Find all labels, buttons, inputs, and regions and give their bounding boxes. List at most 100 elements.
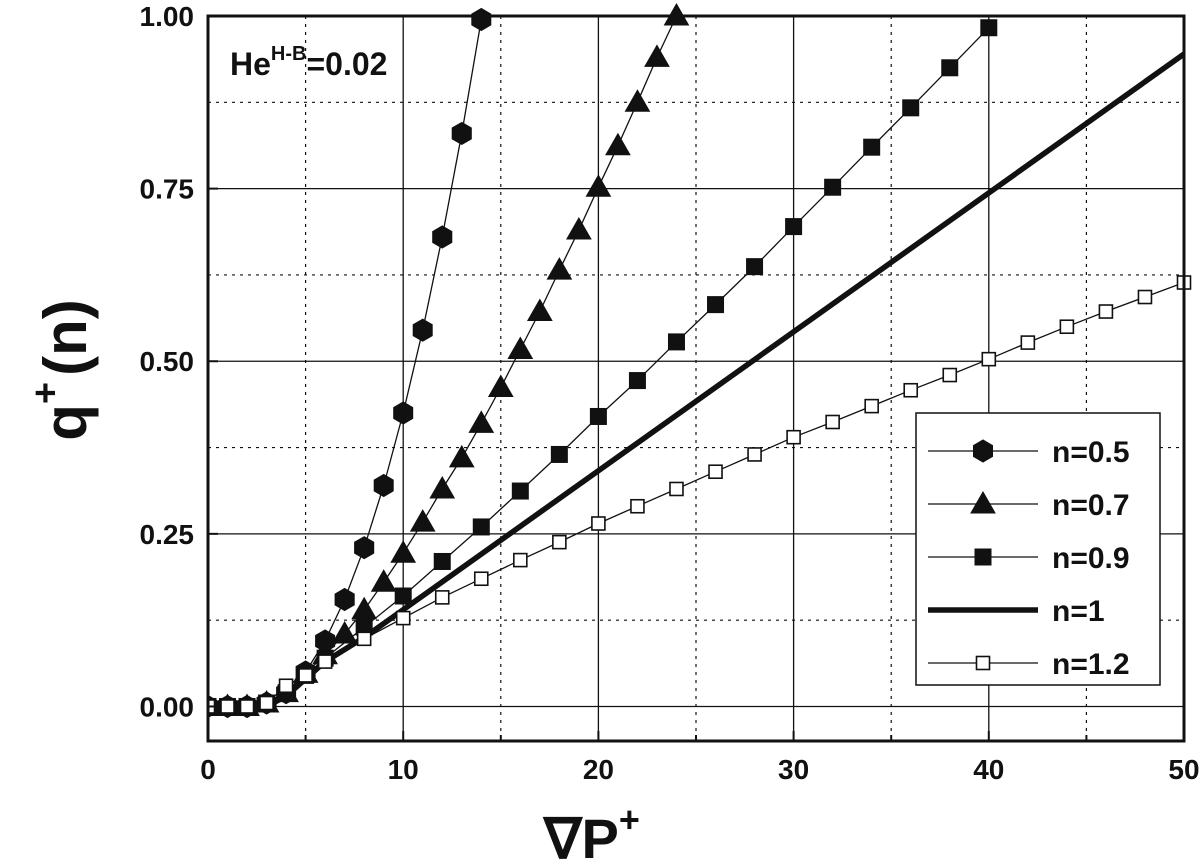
data-point-n-1-2	[864, 398, 879, 414]
data-point-n-0-9	[394, 587, 412, 605]
y-axis-title-base: q	[32, 404, 99, 441]
data-point-n-0-9	[785, 218, 803, 236]
data-point-n-0-5	[451, 121, 472, 145]
x-tick-label: 30	[778, 754, 809, 785]
data-point-n-0-7	[390, 540, 417, 563]
data-point-n-0-5	[471, 7, 492, 32]
data-point-n-1-2	[669, 481, 684, 497]
data-point-n-1-2	[220, 699, 235, 714]
data-point-n-0-7	[566, 217, 592, 240]
data-point-n-0-9	[707, 296, 725, 314]
legend-marker-n-1-2	[975, 655, 991, 671]
data-point-n-0-5	[354, 536, 375, 560]
data-point-n-0-7	[487, 374, 514, 397]
x-tick-label: 0	[200, 754, 216, 785]
legend-marker-n-0-7	[970, 490, 996, 514]
data-point-n-0-5	[373, 473, 394, 498]
legend: n=0.5 n=0.7 n=0.9 n=1 n=1.2	[915, 412, 1161, 686]
x-tick-label: 20	[583, 754, 614, 785]
data-point-n-0-9	[511, 482, 529, 500]
data-point-n-1-2	[1137, 289, 1153, 305]
legend-item-n-0-9: n=0.9	[928, 542, 1130, 575]
legend-label-n-0-5: n=0.5	[1052, 436, 1130, 469]
data-point-n-0-9	[472, 518, 490, 536]
annotation-base: He	[230, 46, 271, 82]
data-point-n-0-5	[334, 587, 355, 612]
data-point-n-0-5	[412, 318, 433, 342]
legend-marker-n-0-5	[973, 439, 993, 463]
x-axis-title-base: ∇P	[542, 807, 619, 867]
legend-item-n-1: n=1	[928, 595, 1105, 628]
data-point-n-1-2	[708, 464, 723, 480]
data-point-n-0-7	[448, 444, 475, 468]
y-tick-label: 0.25	[140, 519, 195, 550]
x-tick-label: 50	[1168, 754, 1199, 785]
legend-item-n-0-5: n=0.5	[928, 436, 1130, 469]
series-n-1-2	[208, 275, 1192, 714]
data-point-n-0-7	[468, 410, 495, 433]
data-point-n-1-2	[825, 414, 840, 430]
y-axis-title-suffix: (n)	[32, 299, 99, 376]
data-point-n-0-9	[628, 372, 646, 390]
data-point-n-1-2	[591, 516, 606, 531]
data-point-n-0-9	[746, 258, 764, 276]
x-tick-label: 10	[388, 754, 419, 785]
annotation-superscript: H-B	[271, 43, 307, 65]
data-point-n-1-2	[317, 654, 333, 669]
data-point-n-1-2	[259, 695, 274, 711]
y-axis-title: q+ (n)	[25, 299, 99, 440]
data-point-n-0-7	[409, 509, 436, 532]
data-point-n-1-2	[434, 590, 450, 605]
data-point-n-1-2	[903, 382, 919, 398]
data-point-n-0-9	[824, 178, 842, 196]
y-tick-label: 0.75	[140, 174, 195, 205]
data-point-n-1-2	[298, 668, 313, 683]
data-point-n-1-2	[552, 534, 567, 550]
data-point-n-0-7	[507, 336, 534, 359]
y-axis-title-superscript: +	[25, 382, 67, 404]
data-point-n-1-2	[1020, 335, 1036, 350]
series-layer	[208, 2, 1192, 719]
data-point-n-1-2	[1059, 319, 1075, 335]
data-point-n-0-9	[550, 445, 568, 463]
data-point-n-1-2	[942, 367, 958, 383]
data-point-n-0-7	[546, 257, 573, 280]
legend-item-n-0-7: n=0.7	[928, 489, 1130, 522]
x-tick-label: 40	[973, 754, 1004, 785]
data-point-n-1-2	[786, 429, 801, 445]
annotation-he-hb: HeH-B=0.02	[230, 43, 387, 82]
data-point-n-0-9	[863, 138, 881, 156]
data-point-n-1-2	[1098, 304, 1114, 319]
grid	[208, 16, 1184, 741]
data-point-n-0-7	[429, 475, 456, 499]
legend-label-n-1: n=1	[1052, 595, 1105, 628]
data-point-n-1-2	[747, 447, 762, 462]
data-point-n-0-7	[526, 298, 553, 322]
data-point-n-1-2	[278, 678, 294, 694]
data-point-n-0-9	[902, 99, 920, 117]
data-point-n-0-9	[667, 333, 685, 351]
legend-label-n-0-9: n=0.9	[1052, 542, 1130, 575]
y-tick-label: 0.00	[140, 691, 195, 722]
data-point-n-1-2	[356, 631, 372, 647]
data-point-n-0-5	[393, 401, 414, 425]
data-point-n-0-7	[585, 174, 612, 197]
data-point-n-0-7	[644, 44, 670, 67]
data-point-n-0-9	[980, 19, 998, 37]
y-tick-label: 0.50	[140, 346, 195, 377]
data-point-n-0-7	[370, 569, 397, 592]
data-point-n-1-2	[981, 351, 997, 367]
data-point-n-0-9	[589, 407, 607, 425]
annotation-suffix: =0.02	[306, 46, 387, 82]
y-tick-label: 1.00	[140, 1, 195, 32]
data-point-n-1-2	[395, 610, 411, 626]
data-point-n-1-2	[513, 552, 528, 568]
data-point-n-1-2	[630, 498, 645, 514]
data-point-n-1-2	[239, 699, 255, 714]
data-point-n-0-9	[941, 59, 959, 77]
axis-ticks: 0 10 20 30 40 50 0.00 0.25 0.50 0.75 1.00	[140, 1, 1200, 785]
legend-box	[915, 412, 1161, 686]
legend-item-n-1-2: n=1.2	[928, 648, 1130, 681]
x-axis-title: ∇P+	[542, 799, 640, 867]
